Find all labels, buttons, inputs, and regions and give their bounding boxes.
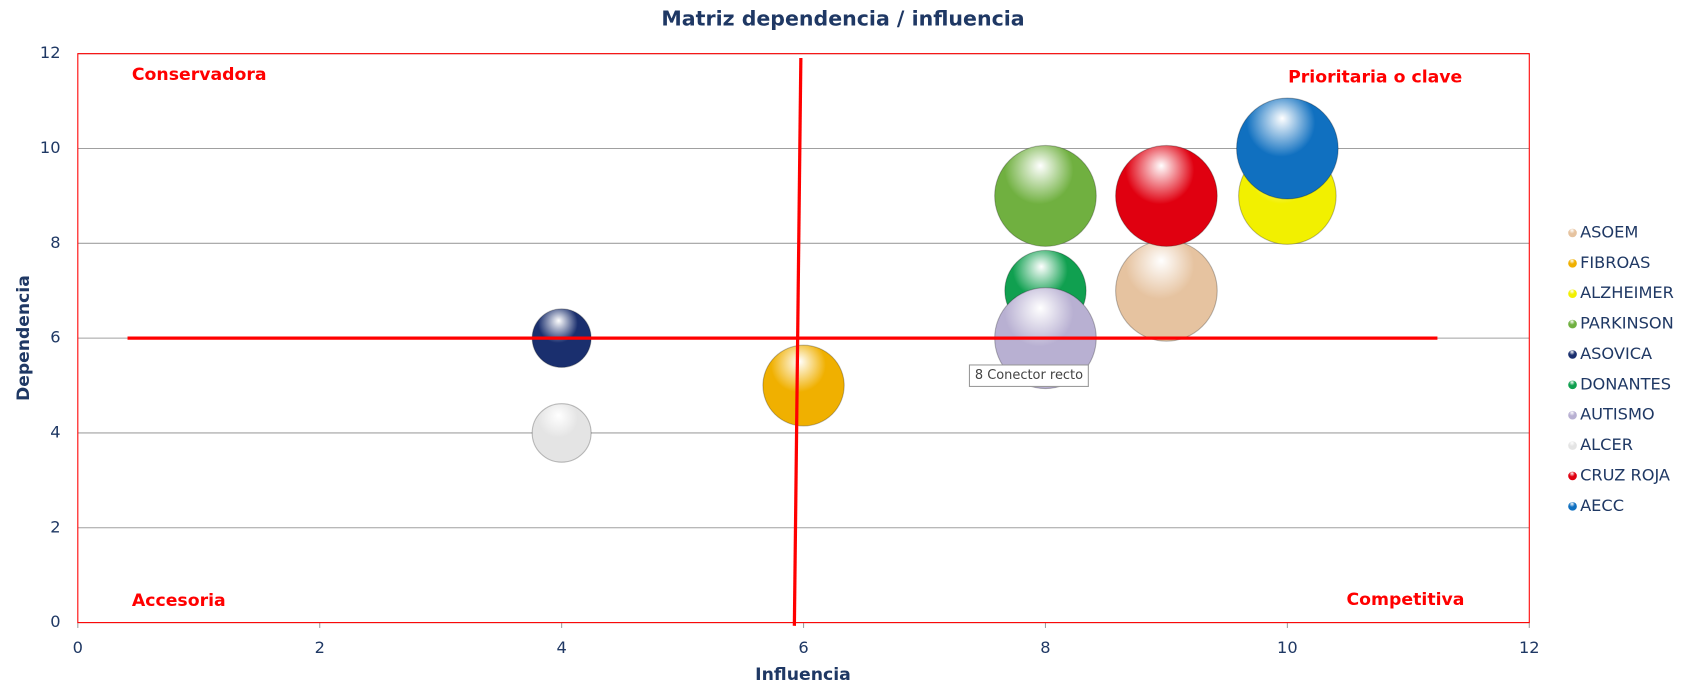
legend-label: ALZHEIMER xyxy=(1580,283,1674,302)
legend-label: PARKINSON xyxy=(1580,314,1674,333)
y-tick-label: 12 xyxy=(40,43,61,62)
x-tick-label: 2 xyxy=(315,638,325,657)
quadrant-label: Accesoria xyxy=(132,591,226,611)
quadrant-label: Conservadora xyxy=(132,65,267,85)
legend-label: FIBROAS xyxy=(1580,253,1650,272)
legend-marker xyxy=(1568,471,1577,481)
tooltip: 8 Conector recto xyxy=(968,364,1089,387)
legend-marker xyxy=(1568,350,1577,359)
y-axis-label: Dependencia xyxy=(14,275,34,401)
legend-marker xyxy=(1568,319,1577,329)
x-axis-label: Influencia xyxy=(755,665,851,685)
legend-marker xyxy=(1568,410,1577,420)
bubble xyxy=(1115,144,1218,247)
x-tick-label: 8 xyxy=(1040,638,1050,657)
legend-label: CRUZ ROJA xyxy=(1580,465,1670,484)
y-tick-label: 4 xyxy=(50,422,60,441)
y-tick-label: 2 xyxy=(50,517,60,536)
legend-marker xyxy=(1568,502,1577,511)
quadrant-label: Prioritaria o clave xyxy=(1288,67,1462,87)
x-tick-label: 12 xyxy=(1519,638,1540,657)
divider-line xyxy=(792,57,803,626)
legend-marker xyxy=(1568,289,1577,298)
y-tick-label: 0 xyxy=(50,612,60,631)
tooltip-box xyxy=(968,364,1089,387)
bubble xyxy=(531,403,592,463)
bubble xyxy=(1236,97,1339,200)
legend-label: ALCER xyxy=(1580,435,1633,454)
legend-marker xyxy=(1568,259,1577,268)
x-tick-label: 0 xyxy=(73,638,83,657)
legend-label: ASOVICA xyxy=(1580,344,1652,363)
x-tick-label: 4 xyxy=(556,638,566,657)
bubble xyxy=(994,144,1097,247)
y-tick-label: 10 xyxy=(40,138,61,157)
tooltip-text: 8 Conector recto xyxy=(975,368,1083,383)
legend-marker xyxy=(1568,228,1577,238)
y-tick-label: 8 xyxy=(50,233,60,252)
legend-label: DONANTES xyxy=(1580,374,1671,393)
chart-title: Matriz dependencia / influencia xyxy=(661,6,1024,30)
legend-marker xyxy=(1568,441,1577,450)
bubble xyxy=(762,344,845,427)
legend-label: AECC xyxy=(1580,496,1624,515)
legend-label: AUTISMO xyxy=(1580,405,1655,424)
x-tick-label: 10 xyxy=(1277,638,1298,657)
y-tick-label: 6 xyxy=(50,328,60,347)
bubble xyxy=(1115,239,1218,342)
legend-marker xyxy=(1568,380,1577,390)
legend-label: ASOEM xyxy=(1580,222,1638,241)
quadrant-label: Competitiva xyxy=(1347,590,1465,610)
x-tick-label: 6 xyxy=(798,638,808,657)
plot-border xyxy=(77,53,1530,624)
